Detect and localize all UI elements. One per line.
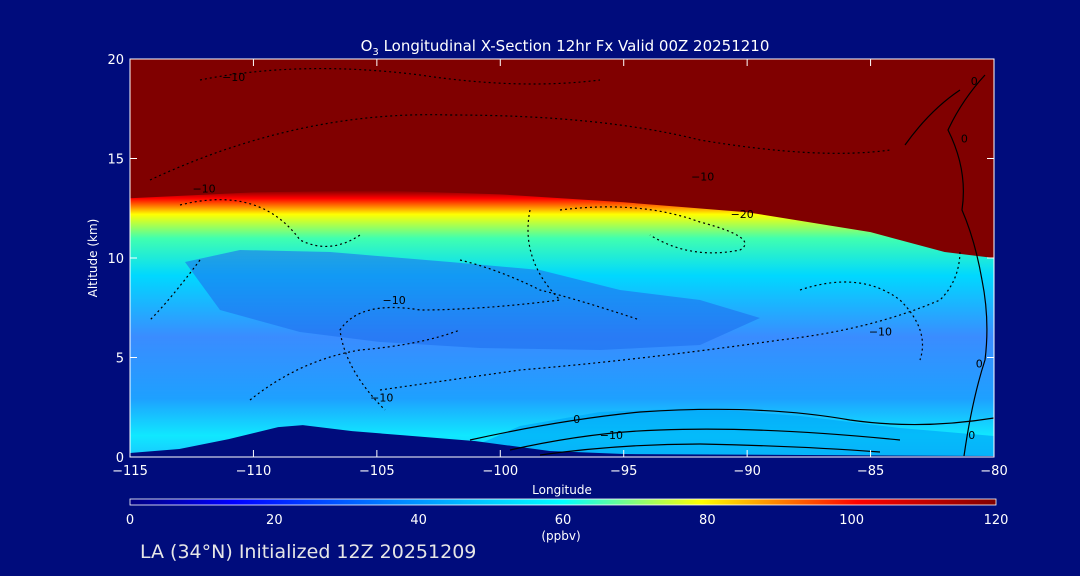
y-axis-label: Altitude (km) bbox=[86, 219, 100, 298]
y-axis: 0 5 10 15 20 bbox=[107, 53, 994, 466]
contour-label: −10 bbox=[370, 391, 393, 404]
colorbar-tick-label: 120 bbox=[984, 513, 1009, 528]
contour-label: −20 bbox=[731, 208, 754, 221]
x-tick-label: −90 bbox=[733, 464, 760, 479]
contour-lines bbox=[149, 68, 994, 457]
colorbar-tick-label: 20 bbox=[266, 513, 283, 528]
x-axis: −115 −110 −105 −100 −95 −90 −85 −80 bbox=[112, 59, 1008, 479]
contour-label: −10 bbox=[600, 429, 623, 442]
colorbar-tick-label: 100 bbox=[839, 513, 864, 528]
colorbar-tick-label: 0 bbox=[126, 513, 134, 528]
initialization-label: LA (34°N) Initialized 12Z 20251209 bbox=[140, 541, 477, 563]
contour-label: 0 bbox=[968, 429, 975, 442]
colorbar-tick-label: 60 bbox=[555, 513, 572, 528]
chart-title: O3 Longitudinal X-Section 12hr Fx Valid … bbox=[361, 37, 770, 58]
y-tick-label: 0 bbox=[116, 451, 124, 466]
colorbar-unit: (ppbv) bbox=[541, 529, 580, 543]
x-axis-label: Longitude bbox=[532, 483, 592, 497]
colorbar-tick-label: 80 bbox=[699, 513, 716, 528]
y-tick-label: 15 bbox=[107, 153, 124, 168]
x-tick-label: −105 bbox=[359, 464, 395, 479]
x-tick-label: −100 bbox=[482, 464, 518, 479]
contour-labels: −10 −10 −10 −20 −10 −10 −10 0 −10 0 0 0 0 bbox=[192, 71, 982, 442]
x-tick-label: −85 bbox=[857, 464, 884, 479]
contour-label: −10 bbox=[691, 170, 714, 183]
contour-label: 0 bbox=[976, 357, 983, 370]
terrain-silhouette bbox=[130, 425, 994, 457]
contour-label: −10 bbox=[222, 71, 245, 84]
contour-label: −10 bbox=[383, 294, 406, 307]
colorbar-tick-label: 40 bbox=[410, 513, 427, 528]
x-tick-label: −110 bbox=[236, 464, 272, 479]
colorbar bbox=[129, 498, 997, 506]
y-tick-label: 5 bbox=[116, 352, 124, 367]
y-tick-label: 20 bbox=[107, 53, 124, 68]
contour-label: 0 bbox=[961, 133, 968, 146]
x-tick-label: −95 bbox=[610, 464, 637, 479]
y-tick-label: 10 bbox=[107, 252, 124, 267]
colorbar-ticks: 0 20 40 60 80 100 120 bbox=[126, 513, 1009, 528]
x-tick-label: −115 bbox=[112, 464, 148, 479]
x-tick-label: −80 bbox=[980, 464, 1007, 479]
plot-area: −10 −10 −10 −20 −10 −10 −10 0 −10 0 0 0 0 bbox=[130, 59, 994, 457]
contour-label: −10 bbox=[869, 326, 892, 339]
boundary-layer-ozone bbox=[470, 408, 994, 457]
contour-label: 0 bbox=[971, 75, 978, 88]
low-ozone-core bbox=[185, 250, 760, 350]
contour-label: −10 bbox=[192, 182, 215, 195]
contour-label: 0 bbox=[573, 413, 580, 426]
